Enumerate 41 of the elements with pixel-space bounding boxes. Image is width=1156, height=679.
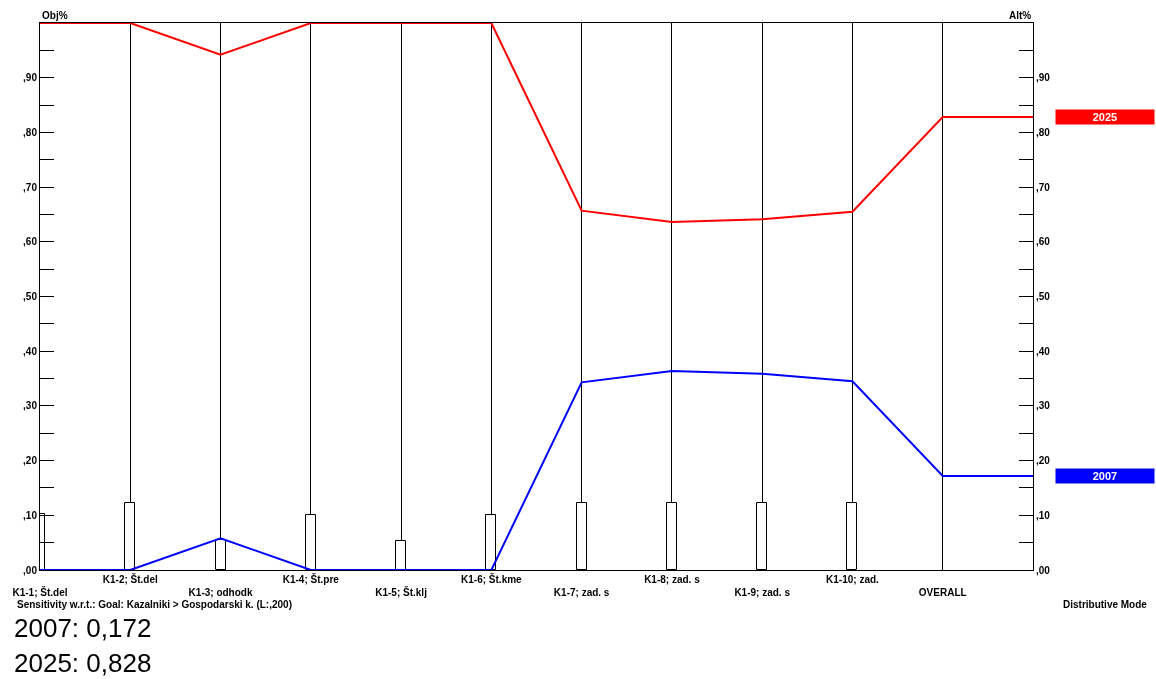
y2-tick-label: ,20 xyxy=(1036,455,1051,467)
y-tick-label: ,00 xyxy=(23,564,38,576)
x-tick-label: OVERALL xyxy=(918,587,967,598)
x-tick-label: K1-6; Št.kme xyxy=(461,573,523,585)
x-tick-label: K1-7; zad. s xyxy=(553,587,610,598)
x-tick-label: K1-1; Št.del xyxy=(12,586,68,598)
text: 2025: 0,828 xyxy=(14,648,152,678)
x-tick-label: K1-5; Št.klj xyxy=(375,586,428,598)
y-tick-label: ,70 xyxy=(23,181,38,193)
y-tick-label: ,20 xyxy=(23,455,38,467)
y2-axis-title: Alt% xyxy=(1009,10,1032,21)
y-tick-label: ,30 xyxy=(23,400,38,412)
y2-tick-label: ,90 xyxy=(1036,72,1051,84)
line-series xyxy=(40,369,1033,570)
y2-tick-label: ,80 xyxy=(1036,126,1051,138)
y2-tick-label: ,00 xyxy=(1036,564,1051,576)
y2-tick-label: ,70 xyxy=(1036,181,1051,193)
y-tick-label: ,50 xyxy=(23,291,38,302)
y2-tick-label: ,10 xyxy=(1036,509,1051,521)
text: Distributive Mode xyxy=(1063,599,1148,610)
x-tick-label: K1-3; odhodk xyxy=(188,587,253,598)
x-tick-label: K1-9; zad. s xyxy=(734,587,791,598)
y-tick-label: ,60 xyxy=(23,236,38,248)
y2-tick-label: ,60 xyxy=(1036,236,1051,248)
x-tick-label: K1-10; zad. xyxy=(826,574,880,585)
line-series xyxy=(40,23,1033,224)
text: 2007 xyxy=(1092,470,1118,482)
y-tick-label: ,80 xyxy=(23,126,38,138)
y2-tick-label: ,40 xyxy=(1036,345,1051,357)
y2-tick-label: ,30 xyxy=(1036,400,1051,412)
y2-tick-label: ,50 xyxy=(1036,291,1051,302)
y-tick-label: ,10 xyxy=(23,509,38,521)
y-tick-label: ,90 xyxy=(23,72,38,84)
text: 2025 xyxy=(1092,111,1118,123)
x-tick-label: K1-8; zad. s xyxy=(644,574,701,585)
text: Sensitivity w.r.t.: Goal: Kazalniki > Gospodarski k. (L:,200) xyxy=(17,599,292,610)
text: 2007: 0,172 xyxy=(14,613,152,643)
x-tick-label: K1-2; Št.del xyxy=(102,573,158,585)
y-axis-title: Obj% xyxy=(42,10,68,21)
x-tick-label: K1-4; Št.pre xyxy=(282,573,340,585)
y-tick-label: ,40 xyxy=(23,345,38,357)
